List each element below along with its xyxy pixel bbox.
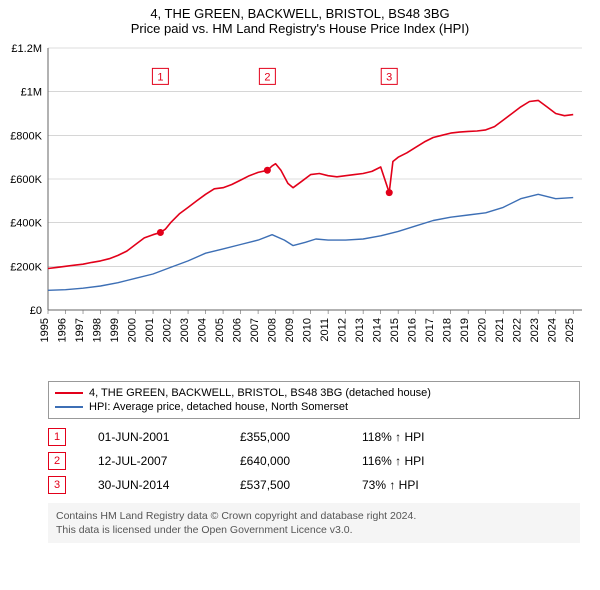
sale-vs-hpi: 118% ↑ HPI	[362, 430, 472, 444]
legend-item: HPI: Average price, detached house, Nort…	[55, 400, 573, 414]
sale-vs-hpi: 73% ↑ HPI	[362, 478, 472, 492]
sale-date: 12-JUL-2007	[98, 454, 208, 468]
table-row: 1 01-JUN-2001 £355,000 118% ↑ HPI	[48, 425, 580, 449]
svg-text:2020: 2020	[477, 318, 489, 342]
sale-marker-badge: 1	[48, 428, 66, 446]
svg-text:2025: 2025	[564, 318, 576, 342]
attribution-footer: Contains HM Land Registry data © Crown c…	[48, 503, 580, 543]
svg-text:1998: 1998	[92, 318, 104, 342]
sale-date: 30-JUN-2014	[98, 478, 208, 492]
chart-title: 4, THE GREEN, BACKWELL, BRISTOL, BS48 3B…	[0, 0, 600, 21]
sale-date: 01-JUN-2001	[98, 430, 208, 444]
svg-text:2011: 2011	[319, 318, 331, 342]
svg-text:2002: 2002	[162, 318, 174, 342]
svg-text:2009: 2009	[284, 318, 296, 342]
svg-text:2013: 2013	[354, 318, 366, 342]
legend-label: HPI: Average price, detached house, Nort…	[89, 401, 348, 413]
legend: 4, THE GREEN, BACKWELL, BRISTOL, BS48 3B…	[48, 381, 580, 419]
sale-marker-badge: 3	[48, 476, 66, 494]
svg-text:2017: 2017	[424, 318, 436, 342]
svg-text:£600K: £600K	[10, 174, 42, 186]
svg-text:2018: 2018	[442, 318, 454, 342]
svg-text:2012: 2012	[337, 318, 349, 342]
svg-text:2010: 2010	[302, 318, 314, 342]
svg-text:2015: 2015	[389, 318, 401, 342]
svg-text:1997: 1997	[74, 318, 86, 342]
legend-item: 4, THE GREEN, BACKWELL, BRISTOL, BS48 3B…	[55, 386, 573, 400]
sale-price: £537,500	[240, 478, 330, 492]
sale-price: £640,000	[240, 454, 330, 468]
footer-line: Contains HM Land Registry data © Crown c…	[56, 509, 572, 523]
svg-text:£1M: £1M	[21, 87, 42, 99]
svg-text:2000: 2000	[127, 318, 139, 342]
svg-text:2007: 2007	[249, 318, 261, 342]
svg-text:2019: 2019	[459, 318, 471, 342]
sales-table: 1 01-JUN-2001 £355,000 118% ↑ HPI 2 12-J…	[48, 425, 580, 497]
svg-text:2: 2	[264, 71, 270, 83]
table-row: 3 30-JUN-2014 £537,500 73% ↑ HPI	[48, 473, 580, 497]
footer-line: This data is licensed under the Open Gov…	[56, 523, 572, 537]
chart-container: 4, THE GREEN, BACKWELL, BRISTOL, BS48 3B…	[0, 0, 600, 543]
svg-text:2024: 2024	[547, 318, 559, 342]
svg-text:1996: 1996	[57, 318, 69, 342]
table-row: 2 12-JUL-2007 £640,000 116% ↑ HPI	[48, 449, 580, 473]
svg-text:2022: 2022	[512, 318, 524, 342]
svg-text:1: 1	[157, 71, 163, 83]
svg-text:2003: 2003	[179, 318, 191, 342]
svg-text:2001: 2001	[144, 318, 156, 342]
svg-text:1995: 1995	[39, 318, 51, 342]
svg-text:2008: 2008	[267, 318, 279, 342]
svg-text:2023: 2023	[529, 318, 541, 342]
chart-plot: £0 £200K £400K £600K £800K £1M £1.2M 1995 1996 19…	[0, 40, 600, 375]
svg-text:£0: £0	[30, 305, 42, 317]
chart-subtitle: Price paid vs. HM Land Registry's House …	[0, 21, 600, 40]
svg-text:2021: 2021	[494, 318, 506, 342]
sale-price: £355,000	[240, 430, 330, 444]
svg-text:3: 3	[386, 71, 392, 83]
svg-text:£400K: £400K	[10, 218, 42, 230]
svg-text:2006: 2006	[232, 318, 244, 342]
sale-vs-hpi: 116% ↑ HPI	[362, 454, 472, 468]
legend-label: 4, THE GREEN, BACKWELL, BRISTOL, BS48 3B…	[89, 387, 431, 399]
svg-text:2004: 2004	[197, 318, 209, 342]
legend-swatch	[55, 392, 83, 394]
svg-text:£800K: £800K	[10, 130, 42, 142]
svg-text:£200K: £200K	[10, 261, 42, 273]
svg-text:2005: 2005	[214, 318, 226, 342]
svg-text:£1.2M: £1.2M	[11, 43, 42, 55]
svg-text:2016: 2016	[407, 318, 419, 342]
chart-svg: £0 £200K £400K £600K £800K £1M £1.2M 1995 1996 19…	[0, 40, 600, 370]
svg-text:1999: 1999	[109, 318, 121, 342]
sale-marker-badge: 2	[48, 452, 66, 470]
legend-swatch	[55, 406, 83, 408]
svg-text:2014: 2014	[372, 318, 384, 342]
